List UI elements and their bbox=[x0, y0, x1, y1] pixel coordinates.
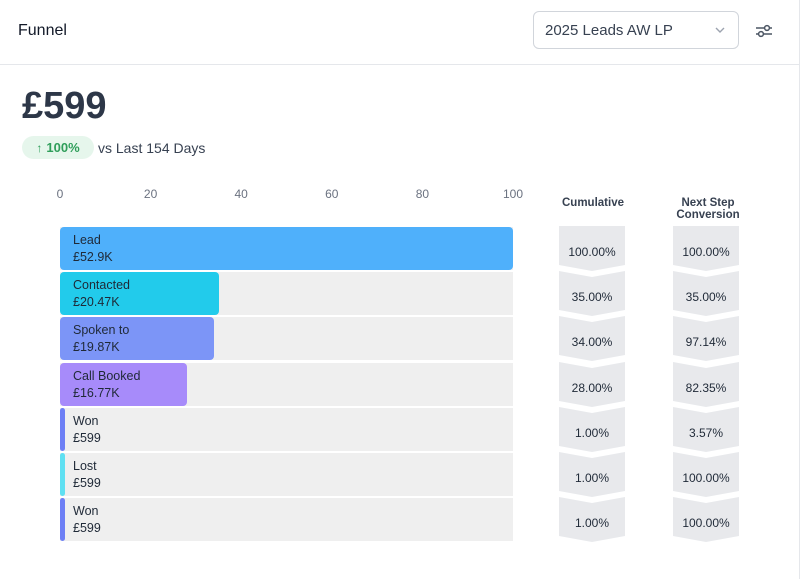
chevron-down-icon bbox=[715, 27, 725, 33]
stage-amount: £599 bbox=[73, 521, 101, 535]
funnel-row-track bbox=[60, 498, 513, 541]
cumulative-chevron bbox=[559, 407, 625, 452]
x-tick-label: 20 bbox=[143, 187, 158, 201]
total-value: £599 bbox=[22, 85, 107, 127]
funnel-bar[interactable] bbox=[60, 317, 215, 360]
next-step-header-line2: Conversion bbox=[676, 209, 740, 221]
funnel-bar[interactable] bbox=[60, 227, 513, 270]
x-tick-label: 80 bbox=[415, 187, 430, 201]
next-step-value: 100.00% bbox=[682, 471, 730, 485]
x-tick-label: 40 bbox=[234, 187, 248, 201]
funnel-bar[interactable] bbox=[60, 453, 65, 496]
stage-amount: £20.47K bbox=[73, 295, 120, 309]
next-step-value: 97.14% bbox=[685, 335, 727, 349]
cumulative-value: 34.00% bbox=[571, 335, 613, 349]
cumulative-chevron bbox=[559, 497, 625, 542]
next-step-value: 82.35% bbox=[685, 381, 727, 395]
cumulative-chevron bbox=[559, 362, 625, 407]
pipeline-select-value: 2025 Leads AW LP bbox=[545, 22, 673, 39]
change-badge: ↑ 100% bbox=[22, 136, 94, 159]
cumulative-chevron bbox=[559, 452, 625, 497]
funnel-bar[interactable] bbox=[60, 272, 219, 315]
stage-amount: £16.77K bbox=[73, 386, 120, 400]
x-tick-label: 60 bbox=[325, 187, 339, 201]
stage-name: Lead bbox=[73, 233, 101, 247]
cumulative-value: 1.00% bbox=[574, 426, 610, 440]
next-step-chevron bbox=[673, 271, 739, 316]
comparison-label: vs Last 154 Days bbox=[98, 140, 206, 156]
stage-name: Lost bbox=[73, 459, 97, 473]
funnel-bar[interactable] bbox=[60, 363, 187, 406]
next-step-value: 100.00% bbox=[682, 245, 730, 259]
x-tick-label: 0 bbox=[56, 187, 64, 201]
cumulative-chevron bbox=[559, 316, 625, 361]
card-title: Funnel bbox=[18, 22, 67, 39]
next-step-value: 3.57% bbox=[688, 426, 724, 440]
sliders-icon[interactable] bbox=[754, 22, 774, 40]
stage-name: Contacted bbox=[73, 278, 130, 292]
cumulative-header: Cumulative bbox=[562, 197, 624, 209]
cumulative-value: 28.00% bbox=[571, 381, 613, 395]
funnel-row-track bbox=[60, 408, 513, 451]
funnel-row-track bbox=[60, 453, 513, 496]
cumulative-chevron bbox=[559, 271, 625, 316]
next-step-value: 100.00% bbox=[682, 516, 730, 530]
next-step-chevron bbox=[673, 362, 739, 407]
cumulative-chevron bbox=[559, 226, 625, 271]
stage-name: Won bbox=[73, 414, 99, 428]
stage-amount: £599 bbox=[73, 476, 101, 490]
change-value: 100% bbox=[46, 140, 80, 155]
stage-amount: £52.9K bbox=[73, 250, 113, 264]
x-tick-label: 100 bbox=[502, 187, 524, 201]
stage-amount: £19.87K bbox=[73, 340, 120, 354]
stage-name: Call Booked bbox=[73, 369, 141, 383]
funnel-bar[interactable] bbox=[60, 498, 65, 541]
card-header: Funnel 2025 Leads AW LP bbox=[0, 0, 800, 65]
cumulative-value: 100.00% bbox=[568, 245, 616, 259]
cumulative-value: 35.00% bbox=[571, 290, 613, 304]
stage-name: Won bbox=[73, 504, 99, 518]
next-step-chevron bbox=[673, 452, 739, 497]
stage-name: Spoken to bbox=[73, 323, 130, 337]
cumulative-value: 1.00% bbox=[574, 516, 610, 530]
next-step-header-line1: Next Step bbox=[681, 197, 735, 209]
arrow-up-icon: ↑ bbox=[36, 140, 43, 155]
funnel-bar[interactable] bbox=[60, 408, 65, 451]
next-step-chevron bbox=[673, 497, 739, 542]
next-step-chevron bbox=[673, 226, 739, 271]
next-step-chevron bbox=[673, 316, 739, 361]
stage-amount: £599 bbox=[73, 431, 101, 445]
cumulative-value: 1.00% bbox=[574, 471, 610, 485]
next-step-chevron bbox=[673, 407, 739, 452]
pipeline-select[interactable]: 2025 Leads AW LP bbox=[533, 11, 739, 49]
next-step-value: 35.00% bbox=[685, 290, 727, 304]
